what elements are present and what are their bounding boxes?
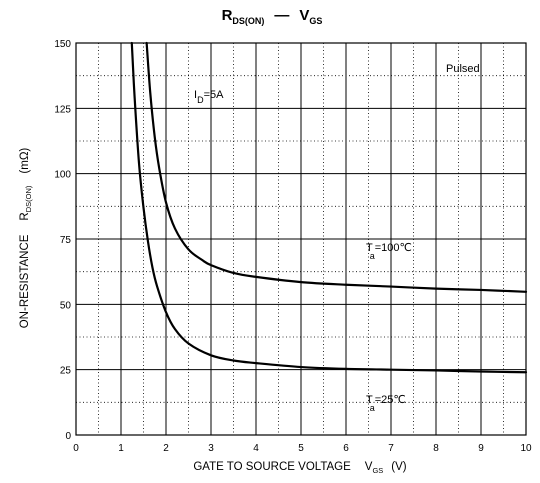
y-tick-label: 25 (60, 366, 72, 377)
y-tick-label: 75 (60, 235, 72, 246)
pulsed-label: Pulsed (446, 63, 480, 75)
series-line-ta25 (130, 41, 528, 374)
x-axis-label: GATE TO SOURCE VOLTAGE VGS (V) (193, 461, 406, 475)
x-tick-label: 0 (73, 443, 79, 454)
x-tick-label: 5 (298, 443, 304, 454)
y-tick-label: 150 (54, 39, 71, 50)
id-label: ID=5A (194, 89, 224, 105)
series (130, 41, 528, 374)
y-tick-label: 50 (60, 300, 72, 311)
x-tick-label: 9 (478, 443, 484, 454)
grid (76, 43, 526, 435)
y-tick-label: 100 (54, 170, 71, 181)
x-tick-label: 1 (118, 443, 124, 454)
series-line-ta100 (145, 41, 528, 293)
x-tick-label: 10 (520, 443, 532, 454)
plot-frame (75, 42, 527, 436)
chart-title: RDS(ON) — VGS (222, 7, 323, 26)
y-axis-label: ON-RESISTANCERDS(ON)(mΩ) (19, 148, 33, 329)
y-tick-label: 0 (65, 431, 71, 442)
y-tick-label: 125 (54, 104, 71, 115)
x-tick-label: 3 (208, 443, 214, 454)
x-tick-label: 8 (433, 443, 439, 454)
x-tick-label: 4 (253, 443, 259, 454)
x-tick-label: 6 (343, 443, 349, 454)
x-tick-label: 7 (388, 443, 394, 454)
x-tick-label: 2 (163, 443, 169, 454)
